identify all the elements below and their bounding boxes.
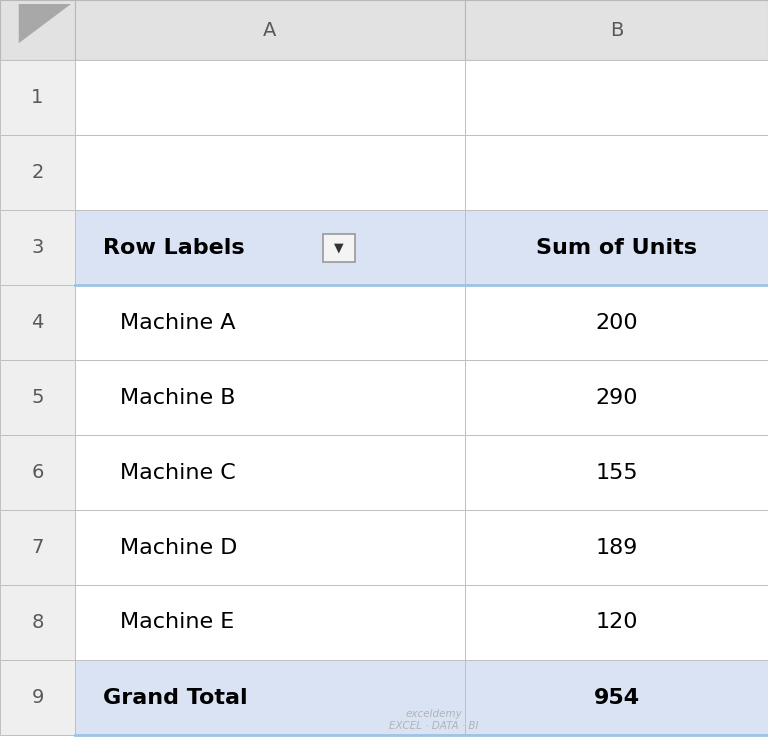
Text: 200: 200 <box>595 313 637 333</box>
Text: B: B <box>610 20 623 40</box>
Bar <box>465 0 768 60</box>
Bar <box>465 285 768 360</box>
Text: Grand Total: Grand Total <box>103 687 247 708</box>
Text: 7: 7 <box>31 538 44 557</box>
Bar <box>75 660 465 735</box>
Text: Machine E: Machine E <box>120 613 234 633</box>
Text: Machine C: Machine C <box>120 462 236 482</box>
Bar <box>465 510 768 585</box>
Bar <box>75 585 465 660</box>
Bar <box>465 660 768 735</box>
Bar <box>75 435 465 510</box>
Text: Machine D: Machine D <box>120 538 237 557</box>
Text: ▼: ▼ <box>334 241 344 254</box>
Text: exceldemy
EXCEL · DATA · BI: exceldemy EXCEL · DATA · BI <box>389 709 478 731</box>
Text: 155: 155 <box>595 462 637 482</box>
Bar <box>75 360 465 435</box>
Text: 6: 6 <box>31 463 44 482</box>
Bar <box>0 660 75 735</box>
Bar <box>0 210 75 285</box>
Text: 9: 9 <box>31 688 44 707</box>
Text: Machine B: Machine B <box>120 387 236 408</box>
Text: Sum of Units: Sum of Units <box>536 238 697 257</box>
Text: 3: 3 <box>31 238 44 257</box>
Bar <box>465 435 768 510</box>
Bar <box>0 585 75 660</box>
Text: 5: 5 <box>31 388 44 407</box>
Bar <box>0 60 75 135</box>
Bar <box>75 510 465 585</box>
Text: 120: 120 <box>595 613 637 633</box>
Bar <box>465 585 768 660</box>
Text: A: A <box>263 20 276 40</box>
Text: 8: 8 <box>31 613 44 632</box>
Bar <box>323 233 355 262</box>
Bar <box>0 135 75 210</box>
Bar <box>0 510 75 585</box>
Text: 2: 2 <box>31 163 44 182</box>
Bar <box>0 435 75 510</box>
Text: 4: 4 <box>31 313 44 332</box>
Text: 1: 1 <box>31 88 44 107</box>
Bar <box>465 60 768 135</box>
Text: 954: 954 <box>594 687 640 708</box>
Bar <box>0 0 75 60</box>
Bar <box>465 210 768 285</box>
Bar <box>0 360 75 435</box>
Bar <box>75 0 465 60</box>
Bar <box>0 285 75 360</box>
Bar <box>465 360 768 435</box>
Text: Row Labels: Row Labels <box>103 238 245 257</box>
Polygon shape <box>18 4 71 43</box>
Bar <box>75 210 465 285</box>
Bar <box>75 60 465 135</box>
Bar <box>75 285 465 360</box>
Bar <box>465 135 768 210</box>
Text: 290: 290 <box>595 387 637 408</box>
Bar <box>75 135 465 210</box>
Text: Machine A: Machine A <box>120 313 236 333</box>
Text: 189: 189 <box>595 538 637 557</box>
